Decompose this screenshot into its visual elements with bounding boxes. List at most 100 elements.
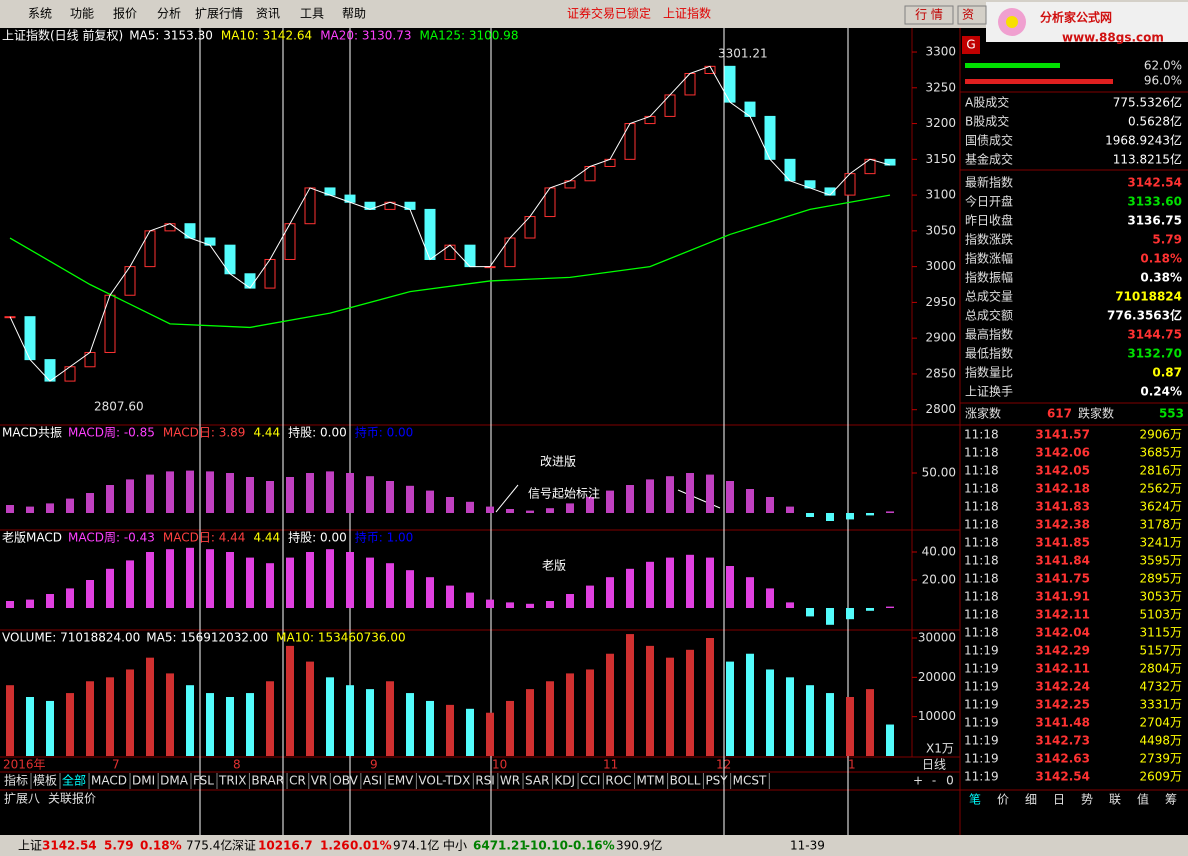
indicator-tab[interactable]: FSL: [193, 774, 214, 788]
indicator-tab[interactable]: VOL-TDX: [418, 774, 470, 788]
tick-price: 3141.84: [1035, 554, 1090, 568]
stat-value: 0.38%: [1140, 271, 1182, 285]
tick-price: 3141.83: [1035, 500, 1090, 514]
volume-bar: [206, 693, 214, 756]
indicator-tab[interactable]: PSY: [705, 774, 728, 788]
menu-item[interactable]: 工具: [300, 7, 324, 21]
button[interactable]: [957, 5, 987, 25]
indicator-tab[interactable]: KDJ: [554, 774, 575, 788]
indicator-tab[interactable]: 全部: [62, 773, 86, 788]
macd-bar: [506, 509, 514, 513]
menu-item[interactable]: 帮助: [342, 7, 366, 21]
indicator-tab[interactable]: WR: [500, 774, 520, 788]
macd-bar: [806, 608, 814, 617]
macd-bar: [666, 557, 674, 608]
menu-item[interactable]: 功能: [70, 7, 94, 21]
macd-bar: [706, 557, 714, 608]
indicator-tab[interactable]: EMV: [387, 774, 414, 788]
side-tab[interactable]: 值: [1137, 792, 1149, 807]
tick-time: 11:19: [964, 716, 999, 730]
macd-bar: [126, 560, 134, 608]
side-tab[interactable]: 联: [1109, 793, 1121, 807]
stat-value: 3132.70: [1127, 347, 1182, 361]
tick-volume: 2562万: [1139, 482, 1182, 496]
button[interactable]: [904, 5, 954, 25]
indicator-tab[interactable]: ASI: [363, 774, 382, 788]
menu-item[interactable]: 报价: [113, 6, 137, 21]
tick-volume: 3331万: [1139, 698, 1182, 712]
stat-label: 指数涨幅: [965, 251, 1013, 266]
y-tick-label: 3000: [925, 259, 956, 273]
zoom-control[interactable]: 0: [946, 774, 954, 788]
menu-item[interactable]: 资讯: [256, 7, 280, 21]
y-tick-label: 40.00: [922, 545, 956, 559]
indicator-tab[interactable]: DMI: [132, 774, 155, 788]
status-bar: [0, 835, 1188, 856]
tick-price: 3142.04: [1035, 626, 1090, 640]
indicator-tab[interactable]: DMA: [160, 774, 189, 788]
tick-time: 11:18: [964, 626, 999, 640]
indicator-tab[interactable]: TRIX: [218, 774, 246, 788]
indicator-tab[interactable]: 指标: [4, 773, 28, 788]
volume-bar: [746, 653, 754, 756]
macd-bar: [486, 599, 494, 608]
macd-bar: [726, 566, 734, 608]
macd-bar: [446, 497, 454, 513]
side-tab[interactable]: 细: [1025, 793, 1037, 807]
macd-bar: [426, 577, 434, 608]
indicator-tab[interactable]: BOLL: [670, 774, 701, 788]
volume-bar: [506, 700, 514, 756]
x-tick-label: 10: [492, 758, 507, 772]
side-tab[interactable]: 笔: [969, 792, 981, 807]
macd-bar: [846, 608, 854, 620]
indicator-tab[interactable]: ROC: [605, 774, 631, 788]
indicator-tab[interactable]: BRAR: [251, 774, 284, 788]
zoom-control[interactable]: +: [913, 774, 923, 788]
indicator-tab[interactable]: CR: [289, 774, 306, 788]
tick-volume: 2906万: [1139, 428, 1182, 442]
side-tab[interactable]: 价: [997, 793, 1009, 807]
menu-item[interactable]: 扩展行情: [195, 7, 243, 21]
stat-value: 71018824: [1115, 290, 1182, 304]
side-tab[interactable]: 筹: [1165, 793, 1177, 807]
volume-bar: [726, 661, 734, 756]
tick-price: 3141.91: [1035, 590, 1090, 604]
indicator-tab[interactable]: CCI: [580, 774, 600, 788]
menu-item[interactable]: 系统: [28, 7, 52, 21]
tick-volume: 5157万: [1139, 644, 1182, 658]
macd-bar: [746, 577, 754, 608]
zoom-control[interactable]: -: [932, 774, 936, 788]
macd-bar: [866, 513, 874, 516]
volume-bar: [826, 693, 834, 756]
lock-note: 证券交易已锁定: [567, 6, 651, 21]
tick-price: 3142.29: [1035, 644, 1090, 658]
volume-bar: [686, 649, 694, 756]
y-tick-label: 20000: [918, 670, 956, 684]
macd-bar: [806, 513, 814, 517]
indicator-tab[interactable]: MACD: [91, 774, 127, 788]
indicator-tab[interactable]: 模板: [33, 774, 57, 788]
ratio-bar: [965, 79, 1113, 84]
logo-title: 分析家公式网: [1040, 10, 1112, 25]
macd-bar: [186, 547, 194, 608]
menu-item[interactable]: 分析: [157, 7, 181, 21]
stat-label: 总成交量: [965, 289, 1013, 304]
indicator-tab[interactable]: MCST: [733, 774, 767, 788]
macd-bar: [546, 601, 554, 608]
side-tab[interactable]: 日: [1053, 793, 1065, 807]
macd-bar: [606, 490, 614, 513]
indicator-tab[interactable]: SAR: [525, 774, 549, 788]
side-tab[interactable]: 势: [1081, 793, 1093, 807]
macd-bar: [226, 473, 234, 513]
tick-price: 3141.75: [1035, 572, 1090, 586]
sub-tab[interactable]: 扩展八: [4, 792, 40, 806]
indicator-tab[interactable]: OBV: [332, 774, 358, 788]
sub-tab[interactable]: 关联报价: [48, 791, 96, 806]
stat-value: 1968.9243亿: [1105, 133, 1182, 148]
macd-bar: [106, 568, 114, 608]
macd-bar: [406, 570, 414, 608]
indicator-tab[interactable]: RSI: [475, 774, 495, 788]
stat-value: 0.24%: [1140, 385, 1182, 399]
indicator-tab[interactable]: VR: [311, 774, 328, 788]
indicator-tab[interactable]: MTM: [637, 774, 665, 788]
